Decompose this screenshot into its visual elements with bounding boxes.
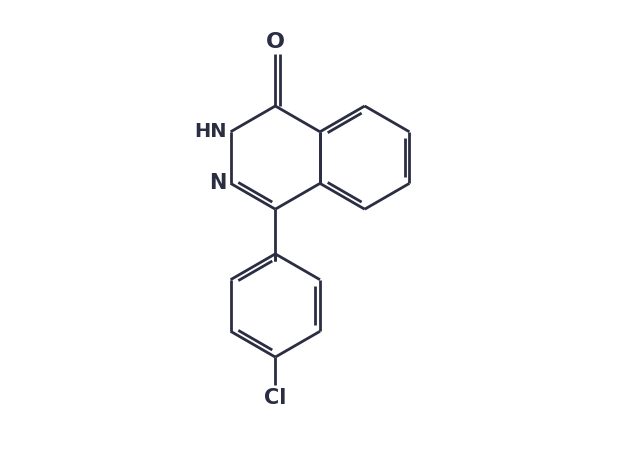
Text: N: N: [209, 173, 227, 193]
Text: Cl: Cl: [264, 388, 287, 408]
Text: HN: HN: [194, 122, 227, 141]
Text: O: O: [266, 32, 285, 52]
